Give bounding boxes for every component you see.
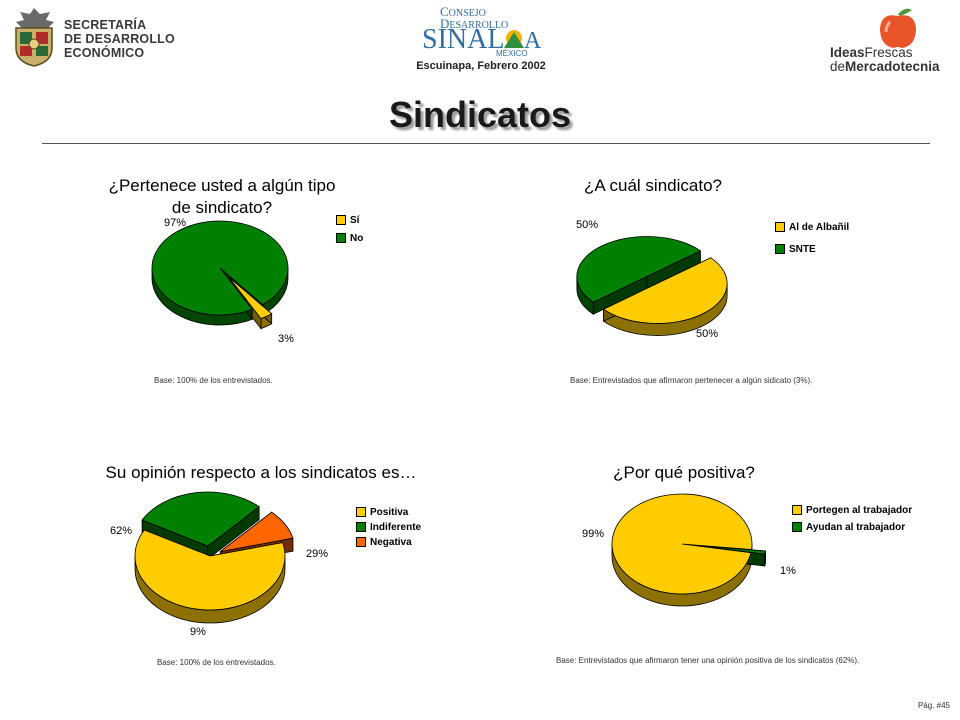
page-number: Pág. #45 (917, 701, 950, 710)
chart2-label-snte: 50% (696, 328, 719, 340)
chart2-slice-1 (602, 257, 728, 324)
ifm-mercadotecnia: Mercadotecnia (845, 59, 940, 74)
chart1-legend-label-1: Sí (350, 214, 360, 226)
chart1-legend-item-1: Sí (336, 213, 359, 227)
svg-text:MÉXICO: MÉXICO (496, 49, 528, 58)
chart4-label-ayudan: 1% (780, 565, 796, 577)
chart3-title: Su opinión respecto a los sindicatos es… (105, 463, 417, 482)
chart3-slice-1 (134, 529, 286, 611)
chart2-legend-label-2: SNTE (789, 243, 816, 255)
state-seal-logo (15, 8, 54, 67)
apple-logo (880, 8, 916, 48)
chart3-slice-3 (220, 511, 294, 552)
chart4-slice-2 (695, 545, 766, 555)
chart3-legend-label-1: Positiva (370, 506, 409, 518)
chart4-legend-swatch-2 (792, 522, 802, 532)
chart4-legend-label-2: Ayudan al trabajador (806, 521, 906, 533)
chart2-legend-label-1: Al de Albañil (789, 221, 850, 233)
chart2-legend-swatch-1 (775, 222, 785, 232)
chart3-label-negativa: 9% (190, 626, 206, 638)
chart2-title: ¿A cuál sindicato? (584, 176, 722, 195)
chart4-legend-label-1: Portegen al trabajador (806, 504, 913, 516)
chart2-base-note: Base: Entrevistados que afirmaron perten… (570, 376, 813, 385)
chart3-label-indiferente: 29% (306, 548, 329, 560)
chart3-slice-2 (141, 491, 260, 547)
chart3-legend-item-2: Indiferente (356, 520, 421, 534)
secretaria-logo-text: SECRETARÍA DE DESARROLLO ECONÓMICO (64, 18, 175, 60)
svg-text:A: A (524, 28, 542, 54)
ifm-ideas: Ideas (830, 45, 865, 60)
chart2-label-albanil: 50% (576, 219, 599, 231)
chart2-legend-swatch-2 (775, 244, 785, 254)
chart1-title: ¿Pertenece usted a algún tipo de sindica… (108, 176, 336, 217)
chart4-base-note: Base: Entrevistados que afirmaron tener … (556, 656, 860, 665)
chart3-legend-swatch-1 (356, 507, 366, 517)
chart3-legend-item-1: Positiva (356, 505, 408, 519)
title-divider (42, 143, 930, 144)
chart1-slice-2 (151, 220, 289, 316)
chart4-slice-1 (611, 493, 753, 595)
chart4-legend-item-1: Portegen al trabajador (792, 503, 912, 517)
sde-line-3: ECONÓMICO (64, 46, 145, 60)
chart4-legend-swatch-1 (792, 505, 802, 515)
chart3-legend-item-3: Negativa (356, 535, 412, 549)
chart1-base-note: Base: 100% de los entrevistados. (154, 376, 273, 385)
consejo-sinaloa-logo: CONSEJO DESARROLLO SINAL A MÉXICO (422, 4, 542, 58)
chart1-legend-label-2: No (350, 232, 364, 244)
sde-line-1: SECRETARÍA (64, 18, 147, 32)
chart3-legend-label-3: Negativa (370, 536, 412, 548)
event-subtitle: Escuinapa, Febrero 2002 (416, 60, 546, 72)
chart1-label-no: 97% (164, 217, 187, 229)
svg-text:CONSEJO: CONSEJO (440, 4, 486, 19)
chart1-legend-swatch-1 (336, 215, 346, 225)
chart3-legend-label-2: Indiferente (370, 521, 422, 533)
ideas-frescas-logo: IdeasFrescas deMercadotecnia (830, 46, 940, 74)
page-title: Sindicatos (388, 94, 572, 135)
chart3-label-positiva: 62% (110, 525, 133, 537)
chart2-legend-item-1: Al de Albañil (775, 220, 849, 234)
chart3-base-note: Base: 100% de los entrevistados. (157, 658, 276, 667)
chart2-slice-2 (576, 236, 702, 303)
chart1-legend-item-2: No (336, 231, 363, 245)
ifm-de: de (830, 59, 846, 74)
chart1-slice-1 (228, 276, 273, 320)
chart3-legend-swatch-3 (356, 537, 366, 547)
chart1-label-si: 3% (278, 333, 294, 345)
svg-text:DESARROLLO: DESARROLLO (440, 16, 508, 31)
chart1-legend-swatch-2 (336, 233, 346, 243)
chart2-legend-item-2: SNTE (775, 242, 816, 256)
chart4-title: ¿Por qué positiva? (613, 463, 755, 482)
chart3-legend-swatch-2 (356, 522, 366, 532)
sde-line-2: DE DESARROLLO (64, 32, 175, 46)
chart4-legend-item-2: Ayudan al trabajador (792, 520, 905, 534)
ifm-frescas: Frescas (864, 45, 913, 60)
svg-text:SINAL: SINAL (422, 24, 504, 55)
chart4-label-portegen: 99% (582, 528, 605, 540)
